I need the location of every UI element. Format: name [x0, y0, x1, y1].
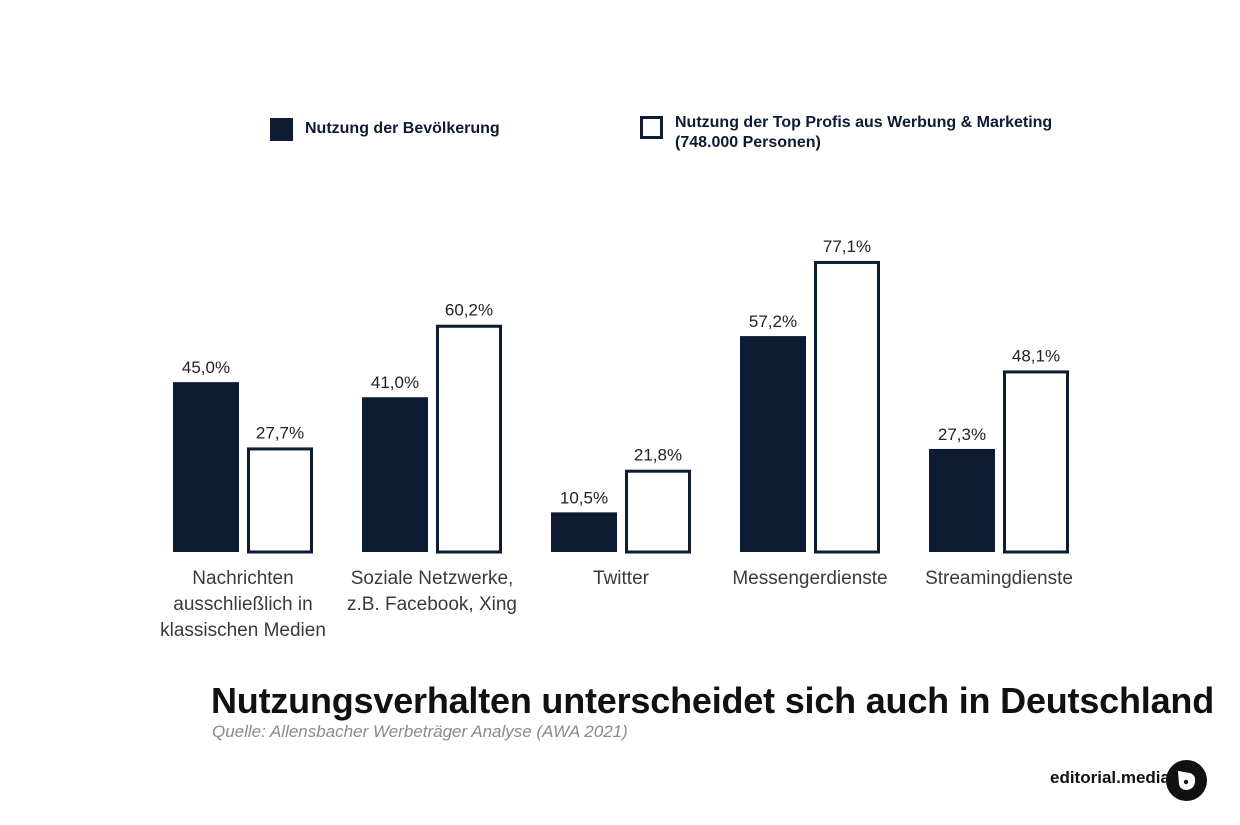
legend-item-top-profis: Nutzung der Top Profis aus Werbung & Mar…	[640, 113, 1052, 153]
data-label-top-profis-0: 27,7%	[256, 423, 304, 442]
category-label-line: Streamingdienste	[925, 568, 1073, 589]
legend-label-top-profis-line1: Nutzung der Top Profis aus Werbung & Mar…	[675, 114, 1053, 131]
category-label-line: Messengerdienste	[732, 568, 888, 589]
category-label-3: Messengerdienste	[705, 566, 915, 592]
chart-title: Nutzungsverhalten unterscheidet sich auc…	[211, 680, 1214, 721]
category-label-line: Soziale Netzwerke,	[350, 568, 514, 589]
category-label-line: ausschließlich in	[173, 594, 313, 615]
data-label-bevoelkerung-1: 41,0%	[371, 373, 419, 392]
legend-swatch-filled	[270, 118, 293, 141]
data-label-bevoelkerung-0: 45,0%	[182, 358, 230, 377]
legend-label-top-profis-line2: (748.000 Personen)	[675, 134, 821, 151]
category-label-line: Twitter	[593, 568, 649, 589]
data-label-top-profis-2: 21,8%	[634, 446, 682, 465]
editorial-media-logo-icon	[1166, 760, 1207, 801]
category-label-line: Nachrichten	[192, 568, 294, 589]
category-label-1: Soziale Netzwerke, z.B. Facebook, Xing	[327, 566, 537, 618]
legend-item-bevoelkerung: Nutzung der Bevölkerung	[270, 118, 500, 141]
bar-top-profis-3	[814, 260, 880, 554]
bar-bevoelkerung-4	[929, 448, 995, 552]
legend-label-bevoelkerung: Nutzung der Bevölkerung	[305, 120, 500, 137]
bar-bevoelkerung-2	[551, 512, 617, 552]
category-label-2: Twitter	[516, 566, 726, 592]
bar-bevoelkerung-1	[362, 397, 428, 552]
category-label-0: Nachrichten ausschließlich in klassischen …	[138, 566, 348, 644]
legend-label-top-profis: Nutzung der Top Profis aus Werbung & Mar…	[675, 113, 1052, 153]
data-label-top-profis-3: 77,1%	[823, 237, 871, 256]
bar-bevoelkerung-3	[740, 336, 806, 552]
data-label-bevoelkerung-4: 27,3%	[938, 425, 986, 444]
data-label-bevoelkerung-3: 57,2%	[749, 312, 797, 331]
bar-top-profis-1	[436, 324, 502, 554]
category-label-line: klassischen Medien	[160, 620, 326, 641]
category-label-line: z.B. Facebook, Xing	[346, 594, 518, 615]
data-label-bevoelkerung-2: 10,5%	[560, 488, 608, 507]
bar-top-profis-0	[247, 447, 313, 554]
brand-name: editorial.media	[1050, 768, 1170, 787]
category-label-4: Streamingdienste	[894, 566, 1104, 592]
bar-top-profis-2	[625, 469, 691, 554]
chart-source: Quelle: Allensbacher Werbeträger Analyse…	[212, 722, 628, 741]
data-label-top-profis-4: 48,1%	[1012, 346, 1060, 365]
data-label-top-profis-1: 60,2%	[445, 301, 493, 320]
bar-bevoelkerung-0	[173, 382, 239, 552]
legend-swatch-outline	[640, 116, 663, 139]
bar-top-profis-4	[1003, 370, 1069, 554]
